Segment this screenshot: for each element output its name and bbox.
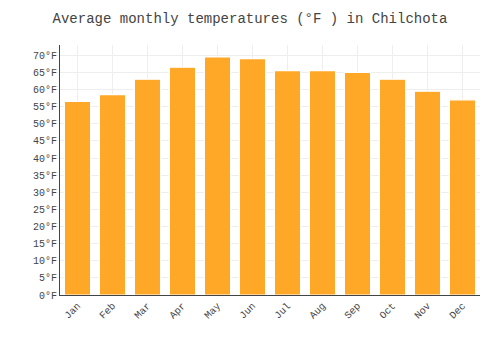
- svg-text:0°F: 0°F: [39, 291, 57, 302]
- svg-text:55°F: 55°F: [33, 102, 57, 113]
- svg-text:40°F: 40°F: [33, 154, 57, 165]
- svg-text:Nov: Nov: [413, 301, 434, 322]
- svg-text:Apr: Apr: [168, 301, 189, 322]
- svg-text:Mar: Mar: [133, 301, 154, 322]
- svg-text:5°F: 5°F: [39, 273, 57, 284]
- svg-text:25°F: 25°F: [33, 205, 57, 216]
- svg-text:May: May: [203, 301, 224, 322]
- svg-text:Average monthly temperatures (: Average monthly temperatures (°F ) in Ch…: [53, 11, 448, 27]
- svg-text:15°F: 15°F: [33, 239, 57, 250]
- svg-text:Sep: Sep: [343, 301, 364, 322]
- svg-text:60°F: 60°F: [33, 85, 57, 96]
- svg-text:Jan: Jan: [63, 301, 84, 322]
- svg-text:10°F: 10°F: [33, 256, 57, 267]
- svg-text:Feb: Feb: [98, 301, 119, 322]
- svg-text:35°F: 35°F: [33, 171, 57, 182]
- svg-text:45°F: 45°F: [33, 136, 57, 147]
- svg-text:Aug: Aug: [308, 301, 329, 322]
- svg-text:30°F: 30°F: [33, 188, 57, 199]
- svg-text:50°F: 50°F: [33, 119, 57, 130]
- svg-text:20°F: 20°F: [33, 222, 57, 233]
- svg-text:Dec: Dec: [448, 301, 469, 322]
- svg-text:Oct: Oct: [378, 301, 399, 322]
- svg-text:Jul: Jul: [273, 301, 294, 322]
- svg-text:70°F: 70°F: [33, 51, 57, 62]
- svg-text:Jun: Jun: [238, 301, 259, 322]
- svg-text:65°F: 65°F: [33, 68, 57, 79]
